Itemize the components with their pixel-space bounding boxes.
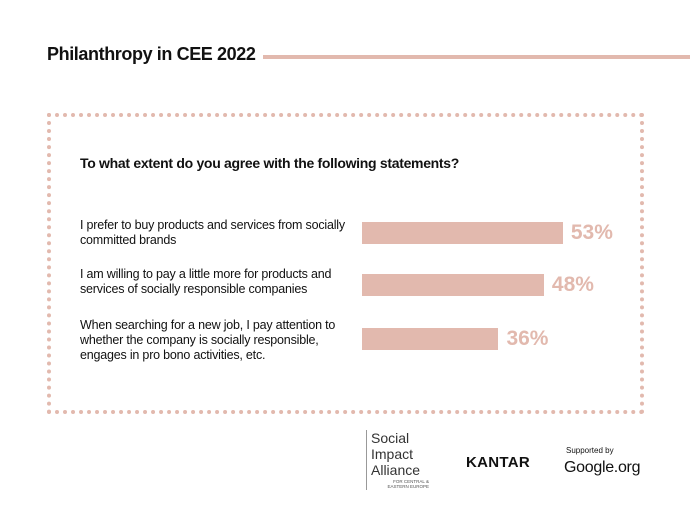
google-logo: Google.org xyxy=(564,459,641,476)
bar xyxy=(362,222,563,244)
frame xyxy=(47,113,644,414)
chart-subtitle: To what extent do you agree with the fol… xyxy=(80,155,460,171)
value-label: 48% xyxy=(551,273,594,296)
sia-logo: Social Impact Alliance FOR CENTRAL & EAS… xyxy=(366,430,433,490)
chart-title: Philanthropy in CEE 2022 xyxy=(47,44,256,64)
value-label: 36% xyxy=(506,327,549,350)
bar xyxy=(362,274,544,296)
value-label: 53% xyxy=(570,221,613,244)
sia-sub: FOR CENTRAL & EASTERN EUROPE xyxy=(387,479,429,489)
category-label: I am willing to pay a little more for pr… xyxy=(80,267,332,296)
title-rule xyxy=(263,55,690,59)
bar xyxy=(362,328,499,350)
category-label: I prefer to buy products and services fr… xyxy=(80,218,345,247)
category-label: When searching for a new job, I pay atte… xyxy=(80,318,336,362)
sia-name: Social Impact Alliance xyxy=(371,430,421,478)
supported-by: Supported by xyxy=(566,446,614,455)
kantar-logo: KANTAR xyxy=(466,454,531,471)
